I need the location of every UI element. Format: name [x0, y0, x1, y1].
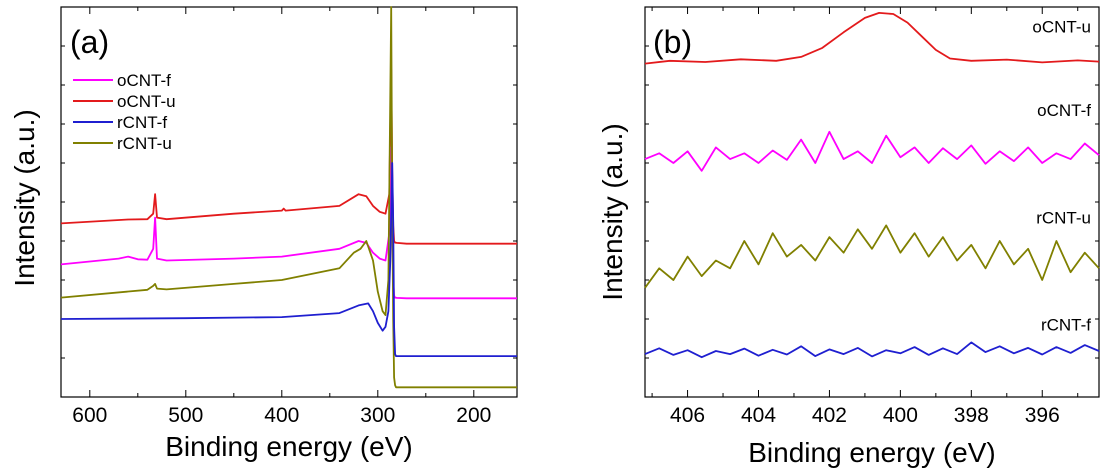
panel-a-frame	[60, 6, 518, 398]
legend-label-oCNT-u: oCNT-u	[117, 92, 176, 111]
series-label-rCNT-f: rCNT-f	[1041, 316, 1091, 335]
series-line-rCNT-u	[60, 6, 517, 389]
series-label-rCNT-u: rCNT-u	[1036, 208, 1091, 227]
series-label-oCNT-f: oCNT-f	[1037, 101, 1091, 120]
x-tick-label: 404	[741, 404, 776, 427]
x-tick-label: 400	[883, 404, 918, 427]
legend-label-rCNT-f: rCNT-f	[117, 113, 167, 132]
panel-a-ylabel: Intensity (a.u.)	[9, 109, 40, 286]
x-tick-label: 600	[72, 404, 107, 427]
x-tick-label: 406	[670, 404, 705, 427]
panel-b-xlabel: Binding energy (eV)	[748, 437, 995, 468]
panel-a: (a) Intensity (a.u.) Binding energy (eV)…	[9, 6, 518, 462]
x-tick-label: 398	[954, 404, 989, 427]
x-tick-label: 300	[360, 404, 395, 427]
series-line-oCNT-u	[644, 11, 1100, 65]
panel-a-label: (a)	[70, 24, 109, 60]
series-line-rCNT-f	[644, 341, 1100, 359]
legend-label-rCNT-u: rCNT-u	[117, 134, 172, 153]
panel-b: (b) Intensity (a.u.) Binding energy (eV)…	[597, 6, 1100, 468]
x-tick-label: 200	[456, 404, 491, 427]
x-tick-label: 500	[168, 404, 203, 427]
panel-a-xlabel: Binding energy (eV)	[165, 431, 412, 462]
x-tick-label: 400	[264, 404, 299, 427]
series-line-oCNT-f	[60, 146, 517, 300]
panel-b-frame	[644, 6, 1100, 398]
series-line-rCNT-u	[644, 224, 1100, 289]
x-tick-label: 396	[1025, 404, 1060, 427]
series-line-oCNT-f	[644, 130, 1100, 172]
x-tick-label: 402	[812, 404, 847, 427]
series-line-rCNT-f	[60, 162, 517, 358]
panel-b-ylabel: Intensity (a.u.)	[597, 123, 628, 300]
legend-label-oCNT-f: oCNT-f	[117, 71, 171, 90]
series-label-oCNT-u: oCNT-u	[1032, 17, 1091, 36]
panel-b-label: (b)	[653, 24, 692, 60]
